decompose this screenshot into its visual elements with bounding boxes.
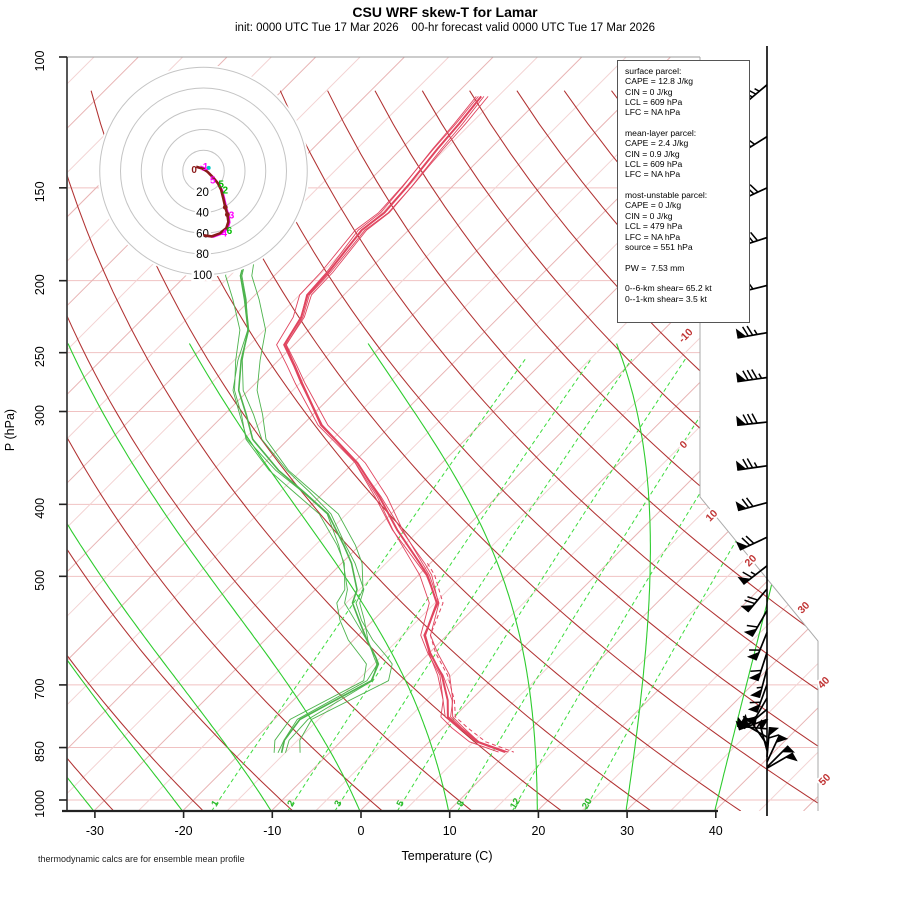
wind-barb <box>766 745 795 768</box>
wind-barb <box>737 565 768 585</box>
x-axis-title: Temperature (C) <box>401 849 493 863</box>
svg-text:-30: -30 <box>86 824 104 838</box>
hodograph-height-label: 4 <box>221 228 227 239</box>
page-subtitle: init: 0000 UTC Tue 17 Mar 2026 00-hr for… <box>235 22 655 34</box>
wind-barb <box>740 588 768 613</box>
dewpoint-trace <box>218 233 393 753</box>
svg-text:2: 2 <box>285 799 297 809</box>
wind-barb <box>766 734 789 763</box>
svg-text:30: 30 <box>620 824 634 838</box>
svg-text:-10: -10 <box>676 326 695 345</box>
wind-barb <box>736 413 768 427</box>
parcel-info-text: surface parcel: CAPE = 12.8 J/kg CIN = 0… <box>625 66 712 304</box>
wind-barb <box>746 632 768 661</box>
svg-text:500: 500 <box>33 570 47 591</box>
wind-barb <box>750 668 768 699</box>
wind-barb <box>748 652 768 682</box>
svg-text:30: 30 <box>796 599 813 616</box>
svg-text:-20: -20 <box>175 824 193 838</box>
wind-barb <box>735 458 768 471</box>
hodograph: 20 40 60 80 100 0 15 52 34 6 <box>97 65 310 284</box>
parcel-info-box: surface parcel: CAPE = 12.8 J/kg CIN = 0… <box>617 60 750 323</box>
svg-text:200: 200 <box>33 274 47 295</box>
mixing-ratio-labels: 1 2 3 5 8 12 20 <box>209 796 594 811</box>
svg-text:12: 12 <box>508 796 523 811</box>
hodograph-height-label: 3 <box>229 211 235 222</box>
svg-text:-10: -10 <box>263 824 281 838</box>
hodograph-ring-label: 80 <box>196 249 209 261</box>
hodograph-height-label: 6 <box>227 226 233 237</box>
hodograph-height-label: 5 <box>210 175 216 186</box>
hodograph-height-label: 1 <box>203 162 209 173</box>
wind-barb <box>766 726 780 757</box>
hodograph-ring-label: 40 <box>196 208 209 220</box>
svg-text:3: 3 <box>332 799 344 809</box>
svg-text:8: 8 <box>455 799 467 809</box>
moist-adiabat-lines <box>67 343 818 811</box>
wind-barb <box>735 497 768 512</box>
hodograph-height-label: 5 <box>218 179 224 190</box>
hodograph-height-label: 2 <box>223 186 229 197</box>
wind-barb <box>735 325 768 339</box>
page-title: CSU WRF skew-T for Lamar <box>352 4 538 20</box>
sounding-traces <box>218 95 514 754</box>
svg-text:20: 20 <box>531 824 545 838</box>
footnote: thermodynamic calcs are for ensemble mea… <box>38 854 245 864</box>
svg-text:1: 1 <box>209 798 222 809</box>
svg-text:1000: 1000 <box>33 790 47 818</box>
svg-text:400: 400 <box>33 498 47 519</box>
svg-text:50: 50 <box>817 771 834 788</box>
hodograph-ring-label: 60 <box>196 228 209 240</box>
svg-text:10: 10 <box>443 824 457 838</box>
y-axis-title: P (hPa) <box>3 409 17 451</box>
hodograph-height-label: 0 <box>191 165 197 176</box>
svg-text:150: 150 <box>33 181 47 202</box>
hodograph-ring-label: 20 <box>196 187 209 199</box>
wind-barb <box>758 719 769 751</box>
temperature-axis-labels: -30 -20 -10 0 10 20 30 40 <box>86 811 723 838</box>
svg-text:20: 20 <box>580 796 595 811</box>
temperature-trace <box>276 95 514 754</box>
svg-text:0: 0 <box>358 824 365 838</box>
svg-text:300: 300 <box>33 405 47 426</box>
wind-barb <box>766 752 798 769</box>
wind-barb <box>735 369 768 383</box>
wind-barb <box>743 610 768 637</box>
wind-barb <box>735 535 768 551</box>
svg-text:700: 700 <box>33 678 47 699</box>
mixing-ratio-lines <box>211 358 818 811</box>
svg-text:250: 250 <box>33 346 47 367</box>
hodograph-start-dot <box>206 165 211 170</box>
svg-text:100: 100 <box>33 51 47 72</box>
pressure-axis-labels: 100 150 200 250 300 400 500 700 850 1000 <box>33 51 67 818</box>
svg-text:5: 5 <box>395 798 408 809</box>
wind-barb <box>747 684 768 713</box>
hodograph-ring-label: 100 <box>193 270 212 282</box>
svg-text:850: 850 <box>33 741 47 762</box>
svg-text:0: 0 <box>678 438 691 451</box>
svg-text:40: 40 <box>709 824 723 838</box>
